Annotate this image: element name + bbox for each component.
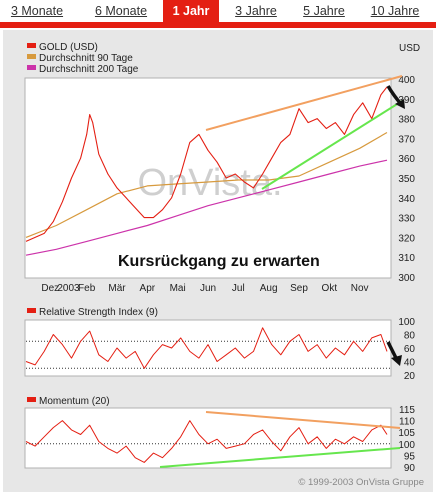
price-x-tick-4: Apr	[140, 283, 156, 294]
momentum-plot-area	[24, 407, 392, 469]
upper-trendline	[205, 75, 403, 131]
tab-10-jahre[interactable]: 10 Jahre	[370, 4, 420, 18]
rsi-y-tick-40: 40	[404, 358, 416, 369]
price-y-tick-300: 300	[398, 273, 415, 284]
rsi-chart: Relative Strength Index (9) 20 40 60 80 100	[24, 307, 415, 382]
price-x-tick-7: Jul	[232, 283, 245, 294]
price-series-line-2	[25, 159, 388, 256]
price-x-tick-11: Nov	[351, 283, 369, 294]
momentum-y-tick-95: 95	[404, 451, 416, 462]
price-chart: USD GOLD (USD) Durchschnitt 90 Tage Durc…	[24, 42, 420, 294]
watermark: OnVista.	[137, 162, 282, 204]
tab-5-jahre[interactable]: 5 Jahre	[303, 4, 345, 18]
price-y-tick-370: 370	[398, 134, 415, 145]
rsi-decline-arrow	[386, 341, 402, 366]
momentum-legend-swatch	[27, 397, 36, 402]
tab-3-monate[interactable]: 3 Monate	[10, 4, 64, 18]
momentum-y-tick-115: 115	[399, 405, 415, 416]
price-y-tick-360: 360	[398, 154, 415, 165]
momentum-y-tick-110: 110	[399, 417, 415, 428]
legend-label-ma200: Durchschnitt 200 Tage	[39, 64, 139, 75]
price-y-tick-350: 350	[398, 174, 415, 185]
forecast-annotation: Kursrückgang zu erwarten	[118, 253, 320, 270]
tab-1-jahr[interactable]: 1 Jahr	[163, 0, 219, 22]
momentum-y-tick-90: 90	[404, 463, 416, 474]
price-y-tick-390: 390	[398, 95, 415, 106]
rsi-title: Relative Strength Index (9)	[39, 307, 158, 318]
momentum-y-tick-100: 100	[398, 440, 415, 451]
price-y-tick-340: 340	[398, 194, 415, 205]
momentum-series-line	[25, 420, 388, 463]
momentum-y-tick-105: 105	[398, 428, 415, 439]
legend-swatch-ma200	[27, 65, 36, 70]
price-series-line-1	[25, 131, 388, 238]
price-y-tick-330: 330	[398, 214, 415, 225]
momentum-upper-trendline	[205, 411, 401, 429]
rsi-series	[25, 327, 388, 369]
price-y-tick-320: 320	[398, 233, 415, 244]
rsi-y-axis: 20 40 60 80 100	[398, 317, 415, 382]
price-y-tick-400: 400	[398, 75, 415, 86]
rsi-y-tick-60: 60	[404, 344, 416, 355]
price-x-tick-2: Feb	[78, 283, 96, 294]
rsi-legend-swatch	[27, 308, 36, 313]
period-tab-bar: 3 Monate 6 Monate 1 Jahr 3 Jahre 5 Jahre…	[0, 0, 436, 24]
copyright: © 1999-2003 OnVista Gruppe	[298, 477, 424, 488]
price-x-tick-6: Jun	[200, 283, 216, 294]
legend-label-ma90: Durchschnitt 90 Tage	[39, 53, 133, 64]
support-trendline	[261, 100, 403, 190]
decline-arrow	[386, 85, 405, 109]
price-x-tick-8: Aug	[260, 283, 278, 294]
momentum-title: Momentum (20)	[39, 396, 110, 407]
rsi-y-tick-100: 100	[398, 317, 415, 328]
price-x-tick-3: Mär	[108, 283, 126, 294]
rsi-series-line	[25, 327, 388, 369]
legend-swatch-ma90	[27, 54, 36, 59]
tab-bar-underline	[0, 22, 436, 28]
rsi-y-tick-20: 20	[404, 371, 416, 382]
rsi-y-tick-80: 80	[404, 331, 416, 342]
legend-swatch-gold	[27, 43, 36, 48]
legend-label-gold: GOLD (USD)	[39, 42, 98, 53]
momentum-series	[25, 420, 388, 463]
price-x-tick-10: Okt	[322, 283, 338, 294]
unit-label: USD	[399, 43, 420, 54]
rsi-plot-area	[24, 319, 392, 377]
price-x-tick-5: Mai	[170, 283, 186, 294]
rsi-reference-lines	[26, 340, 390, 369]
price-x-tick-0: Dez	[41, 283, 59, 294]
price-x-tick-1: 2003	[57, 283, 80, 294]
price-series-line-0	[25, 86, 388, 242]
momentum-support-trendline	[159, 447, 401, 468]
price-y-tick-380: 380	[398, 115, 415, 126]
price-series	[25, 86, 388, 256]
price-plot-area	[24, 77, 392, 279]
price-y-axis: 300 310 320 330 340 350 360 370 380 390 400	[398, 75, 415, 284]
price-y-tick-310: 310	[398, 253, 415, 264]
tab-3-jahre[interactable]: 3 Jahre	[235, 4, 277, 18]
tab-6-monate[interactable]: 6 Monate	[94, 4, 148, 18]
price-x-tick-9: Sep	[290, 283, 308, 294]
